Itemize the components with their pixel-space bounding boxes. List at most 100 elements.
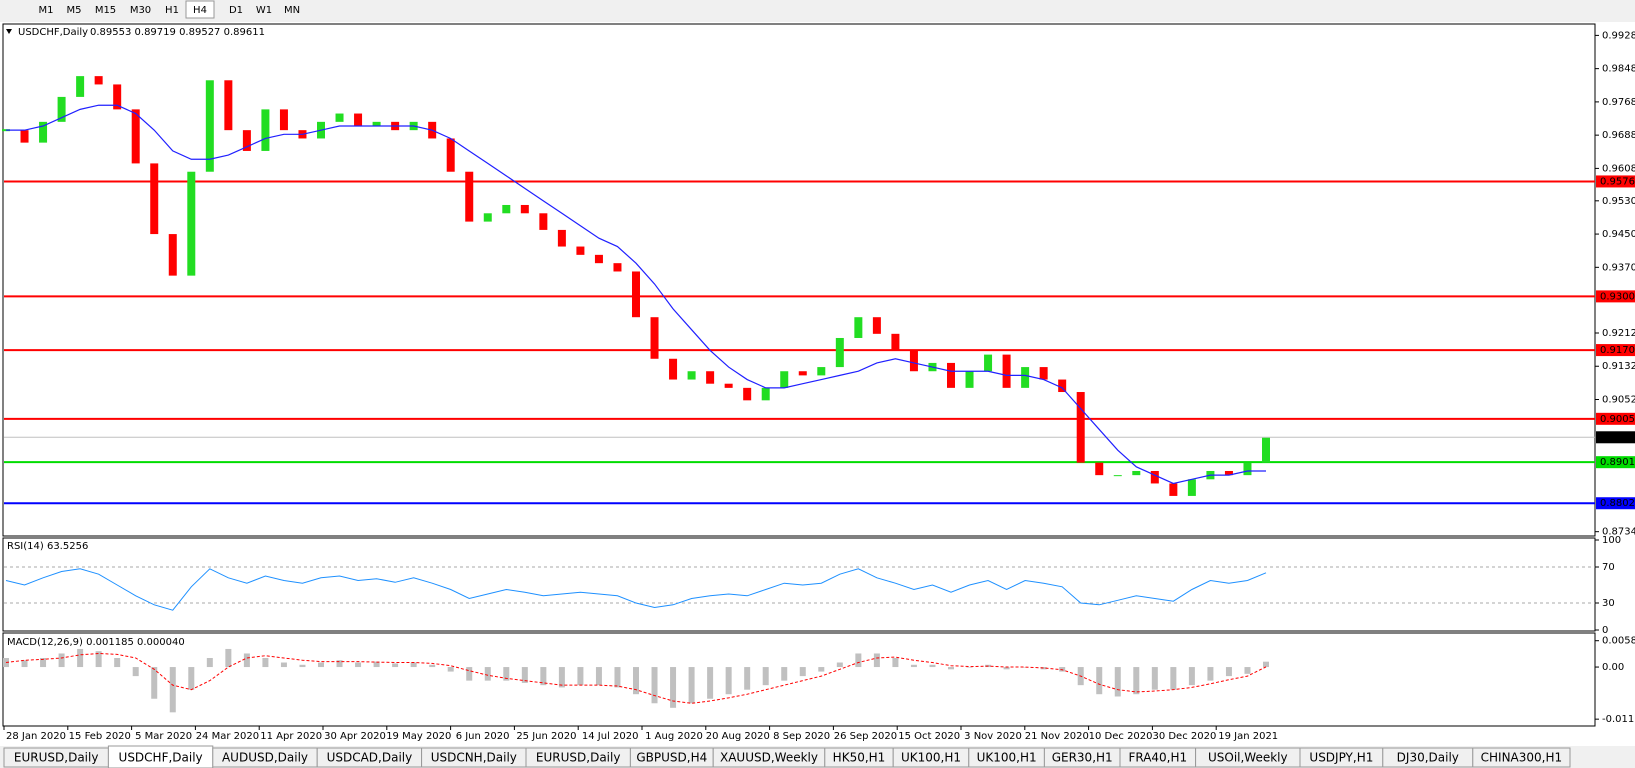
macd-tick-label: 0.005818 <box>1602 636 1635 647</box>
candle <box>1095 462 1104 476</box>
timeframe-button[interactable]: D1 <box>229 5 243 16</box>
rsi-panel <box>2 537 1596 632</box>
candle <box>483 213 492 222</box>
timeframe-button[interactable]: M5 <box>67 5 82 16</box>
macd-bar <box>132 667 139 677</box>
tab-label[interactable]: UK100,H1 <box>977 751 1037 765</box>
date-label: 11 Apr 2020 <box>260 731 322 742</box>
macd-bar <box>892 657 899 668</box>
timeframe-button[interactable]: MN <box>284 5 300 16</box>
macd-bar <box>336 660 343 668</box>
candle <box>39 121 48 143</box>
tab-label[interactable]: EURUSD,Daily <box>536 751 621 765</box>
macd-bar <box>1207 667 1214 681</box>
tab-label[interactable]: CHINA300,H1 <box>1481 751 1563 765</box>
macd-bar <box>633 667 639 695</box>
dropdown-icon[interactable] <box>6 29 12 34</box>
candle <box>261 109 270 151</box>
tab-label[interactable]: GER30,H1 <box>1052 751 1113 765</box>
tab-label[interactable]: AUDUSD,Daily <box>222 751 308 765</box>
date-label: 10 Dec 2020 <box>1089 731 1153 742</box>
macd-bar <box>77 648 84 668</box>
candle <box>1076 392 1085 463</box>
rsi-tick-label: 100 <box>1602 535 1621 546</box>
current-price-bg <box>1596 431 1635 444</box>
macd-bar <box>40 657 47 668</box>
macd-bar <box>614 667 621 688</box>
candle <box>669 358 678 380</box>
macd-bar <box>521 667 528 683</box>
timeframe-button[interactable]: M15 <box>95 5 116 16</box>
tab-label[interactable]: USDCNH,Daily <box>431 751 517 765</box>
candle <box>613 263 622 272</box>
symbol-label: USDCHF,Daily <box>18 27 88 38</box>
candle <box>465 171 474 222</box>
macd-bar <box>1225 667 1232 677</box>
candle <box>1021 367 1030 388</box>
macd-signal <box>5 652 1267 704</box>
macd-bar <box>299 664 306 668</box>
macd-bar <box>503 667 510 681</box>
candle <box>984 354 993 372</box>
candle <box>687 371 696 380</box>
timeframe-button[interactable]: H4 <box>193 5 207 16</box>
macd-bar <box>799 667 806 677</box>
macd-bar <box>1263 661 1269 668</box>
date-label: 8 Sep 2020 <box>773 731 830 742</box>
macd-bar <box>910 664 917 668</box>
tab-label[interactable]: GBPUSD,H4 <box>636 751 707 765</box>
tab-label[interactable]: USDCHF,Daily <box>119 751 203 765</box>
timeframe-button[interactable]: W1 <box>256 5 272 16</box>
macd-bar <box>1170 667 1177 690</box>
macd-bar <box>670 667 677 708</box>
tab-label[interactable]: USDJPY,H1 <box>1309 751 1373 765</box>
current-price-label: 0.89611 <box>1600 432 1635 443</box>
tab-label[interactable]: USDCAD,Daily <box>327 751 413 765</box>
macd-bar <box>355 662 362 668</box>
candle <box>1039 367 1048 380</box>
macd-bar <box>447 667 454 672</box>
tab-label[interactable]: UK100,H1 <box>901 751 961 765</box>
candle <box>76 76 85 97</box>
timeframe-button-active <box>185 0 215 19</box>
candle <box>57 96 66 122</box>
level-label-bg <box>1596 344 1635 357</box>
macd-bar <box>595 667 602 686</box>
moving-average <box>6 104 1266 485</box>
tab[interactable] <box>1472 747 1571 768</box>
tab-label[interactable]: XAUUSD,Weekly <box>720 751 818 765</box>
candle <box>205 80 214 172</box>
tab-label[interactable]: FRA40,H1 <box>1128 751 1187 765</box>
macd-bar <box>318 662 324 668</box>
level-label: 0.88024 <box>1600 498 1635 509</box>
macd-bar <box>151 667 158 699</box>
timeframe-button[interactable]: H1 <box>165 5 179 16</box>
candle <box>224 80 233 131</box>
candle <box>20 130 29 143</box>
macd-bar <box>95 651 102 668</box>
macd-tick-label: 0.00 <box>1602 662 1624 673</box>
macd-bar <box>1003 667 1010 670</box>
candle <box>594 254 603 264</box>
date-label: 15 Oct 2020 <box>898 731 960 742</box>
date-label: 28 Jan 2020 <box>6 731 66 742</box>
tab-label[interactable]: HK50,H1 <box>833 751 886 765</box>
tab-label[interactable]: DJ30,Daily <box>1397 751 1459 765</box>
macd-bar <box>948 667 954 670</box>
date-label: 21 Nov 2020 <box>1025 731 1089 742</box>
candle <box>835 337 844 368</box>
candle <box>372 121 381 127</box>
macd-bar <box>836 662 843 668</box>
tab-label[interactable]: USOil,Weekly <box>1208 751 1288 765</box>
candle <box>872 317 881 334</box>
timeframe-button[interactable]: M30 <box>130 5 151 16</box>
candle <box>854 317 863 338</box>
tab-label[interactable]: EURUSD,Daily <box>14 751 99 765</box>
timeframe-button[interactable]: M1 <box>39 5 54 16</box>
macd-bar <box>651 667 658 704</box>
